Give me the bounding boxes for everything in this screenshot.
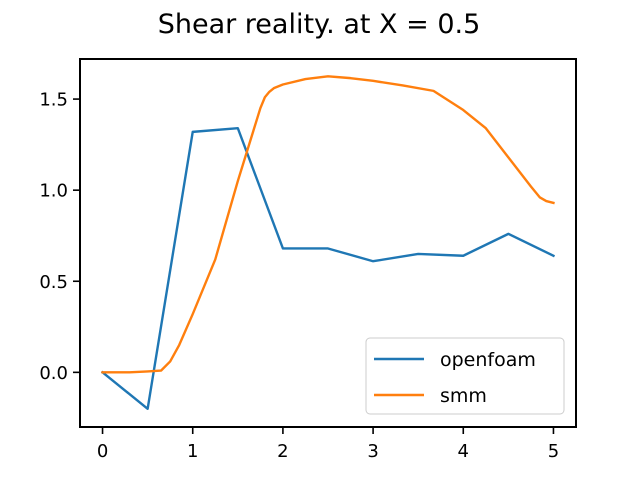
y-tick-label: 0.5 — [39, 272, 68, 293]
axes-layer — [79, 58, 577, 428]
y-tick-label: 1.0 — [39, 181, 68, 202]
legend-label-smm: smm — [440, 385, 487, 407]
x-tick-label: 0 — [97, 441, 108, 462]
ticks-layer: 0 1 2 3 4 5 0.0 0.5 1.0 1.5 — [39, 90, 559, 462]
x-tick-label: 4 — [458, 441, 469, 462]
y-tick-label: 1.5 — [39, 90, 68, 111]
series-line-smm — [101, 75, 555, 374]
x-tick-label: 2 — [277, 441, 288, 462]
x-tick-label: 3 — [367, 441, 378, 462]
x-tick-label: 1 — [187, 441, 198, 462]
series-layer — [100, 75, 556, 410]
plot-frame — [79, 58, 577, 428]
chart-title: Shear reality. at X = 0.5 — [158, 9, 481, 40]
legend-label-openfoam: openfoam — [440, 349, 536, 371]
x-tick-label: 5 — [548, 441, 559, 462]
legend: openfoam smm — [365, 337, 565, 415]
y-tick-label: 0.0 — [39, 363, 68, 384]
series-line-openfoam — [100, 127, 556, 410]
